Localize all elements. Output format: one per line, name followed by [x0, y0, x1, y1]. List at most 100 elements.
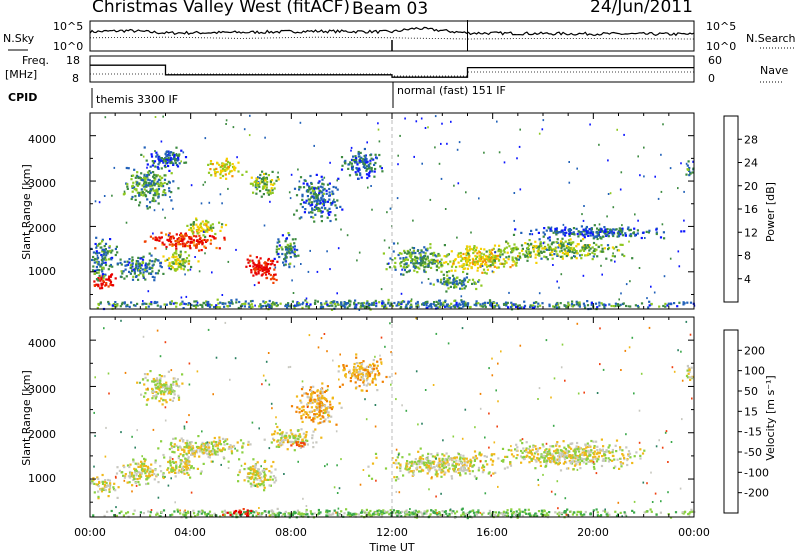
series-line-nsearch — [90, 36, 694, 40]
heatmap-cell — [262, 481, 265, 484]
heatmap-cell — [163, 181, 166, 185]
heatmap-cell — [227, 165, 230, 168]
heatmap-cell — [551, 248, 554, 251]
heatmap-cell — [616, 128, 618, 131]
heatmap-cell — [159, 305, 162, 308]
heatmap-cell — [403, 249, 406, 252]
heatmap-cell — [262, 177, 265, 180]
heatmap-cell — [394, 261, 397, 264]
heatmap-cell — [395, 476, 399, 479]
heatmap-cell — [312, 420, 315, 423]
heatmap-cell — [218, 448, 221, 451]
heatmap-cell — [549, 228, 552, 231]
heatmap-cell — [270, 465, 273, 468]
heatmap-cell — [169, 388, 172, 391]
heatmap-cell — [375, 302, 378, 305]
heatmap-cell — [182, 469, 186, 472]
heatmap-cell — [184, 466, 187, 469]
heatmap-cell — [561, 255, 564, 258]
heatmap-cell — [423, 255, 426, 258]
heatmap-cell — [311, 401, 314, 404]
heatmap-cell — [97, 477, 100, 480]
heatmap-cell — [164, 399, 167, 402]
heatmap-cell — [317, 209, 320, 212]
heatmap-cell — [267, 478, 270, 481]
heatmap-cell — [357, 170, 360, 173]
heatmap-cell — [283, 258, 286, 261]
heatmap-cell — [553, 305, 556, 309]
heatmap-cell — [504, 260, 507, 263]
heatmap-cell — [286, 246, 289, 249]
heatmap-cell — [583, 205, 585, 207]
heatmap-cell — [107, 300, 110, 304]
heatmap-cell — [443, 255, 446, 258]
heatmap-cell — [379, 358, 382, 361]
heatmap-cell — [270, 183, 273, 186]
heatmap-cell — [434, 146, 436, 149]
heatmap-cell — [297, 438, 300, 441]
heatmap-cell — [211, 163, 214, 166]
heatmap-cell — [269, 478, 272, 481]
heatmap-cell — [344, 303, 347, 306]
heatmap-cell — [289, 197, 292, 200]
heatmap-cell — [447, 282, 450, 285]
heatmap-cell — [282, 441, 285, 444]
heatmap-cell — [264, 261, 267, 264]
heatmap-cell — [159, 390, 162, 393]
heatmap-cell — [587, 253, 590, 257]
heatmap-cell — [411, 258, 414, 261]
heatmap-cell — [200, 249, 203, 252]
heatmap-cell — [110, 273, 114, 276]
heatmap-cell — [502, 460, 505, 463]
heatmap-cell — [485, 250, 488, 253]
heatmap-cell — [180, 459, 183, 462]
heatmap-cell — [462, 263, 465, 266]
heatmap-cell — [164, 157, 167, 160]
heatmap-cell — [477, 302, 480, 305]
heatmap-cell — [91, 480, 94, 483]
heatmap-cell — [225, 168, 228, 171]
heatmap-cell — [507, 306, 510, 309]
heatmap-cell — [449, 285, 452, 288]
heatmap-cell — [366, 378, 369, 381]
heatmap-cell — [447, 455, 450, 458]
heatmap-cell — [96, 306, 99, 310]
heatmap-cell — [207, 171, 211, 174]
heatmap-cell — [413, 460, 416, 464]
heatmap-cell — [140, 462, 144, 466]
heatmap-cell — [107, 250, 110, 253]
heatmap-cell — [260, 177, 263, 181]
heatmap-cell — [571, 300, 574, 303]
heatmap-cell — [221, 448, 224, 452]
heatmap-cell — [415, 305, 418, 308]
heatmap-cell — [464, 285, 467, 288]
heatmap-cell — [214, 174, 217, 177]
heatmap-cell — [437, 464, 440, 467]
heatmap-cell — [163, 303, 166, 306]
heatmap-cell — [471, 261, 474, 264]
heatmap-cell — [97, 271, 100, 274]
heatmap-cell — [310, 406, 313, 409]
heatmap-cell — [581, 246, 584, 249]
heatmap-cell — [227, 167, 230, 170]
heatmap-cell — [134, 268, 137, 271]
heatmap-cell — [642, 231, 645, 234]
heatmap-cell — [570, 302, 574, 306]
heatmap-cell — [518, 307, 521, 310]
heatmap-cell — [318, 180, 321, 183]
heatmap-cell — [589, 234, 592, 237]
series-line-nsky — [89, 26, 695, 37]
heatmap-cell — [620, 228, 623, 231]
heatmap-cell — [176, 378, 179, 381]
heatmap-cell — [476, 252, 479, 255]
heatmap-cell — [322, 202, 326, 205]
heatmap-cell — [153, 279, 156, 282]
heatmap-cell — [99, 265, 102, 268]
heatmap-cell — [438, 457, 441, 460]
heatmap-cell — [156, 180, 159, 183]
heatmap-cell — [678, 301, 681, 304]
heatmap-cell — [364, 367, 367, 370]
heatmap-cell — [308, 188, 311, 191]
cpid-mode-1: themis 3300 IF — [96, 93, 178, 106]
heatmap-cell — [558, 250, 562, 253]
